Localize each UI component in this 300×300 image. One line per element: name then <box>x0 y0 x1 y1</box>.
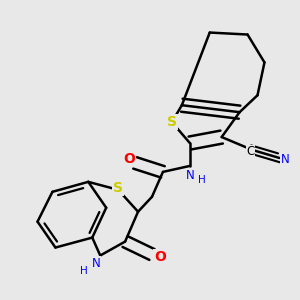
Text: S: S <box>113 181 123 195</box>
Text: O: O <box>154 250 166 263</box>
Text: N: N <box>185 169 194 182</box>
Text: C: C <box>246 146 255 158</box>
Text: N: N <box>92 257 100 270</box>
Text: H: H <box>198 175 206 185</box>
Text: N: N <box>281 154 290 166</box>
Text: H: H <box>80 266 88 276</box>
Text: O: O <box>123 152 135 166</box>
Text: S: S <box>167 115 177 129</box>
